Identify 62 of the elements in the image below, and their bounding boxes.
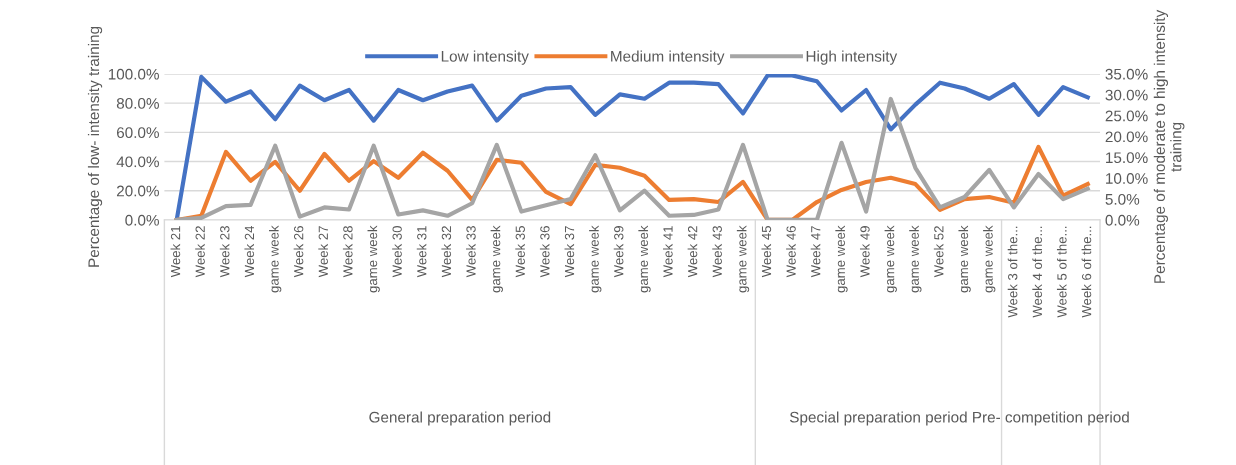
- legend-label: High intensity: [806, 50, 898, 65]
- x-tick-label: game week: [835, 225, 848, 293]
- x-tick-label: Week 43: [712, 226, 722, 278]
- y-tick-label: 20.0%: [116, 185, 159, 197]
- y2-tick-label: 25.0%: [1105, 110, 1148, 122]
- y-tick-label: 100.0%: [108, 68, 159, 80]
- x-tick-label: Week 32: [441, 226, 452, 278]
- x-tick-label: Week 30: [392, 226, 402, 278]
- y2-tick-label: 20.0%: [1105, 131, 1148, 143]
- x-tick-label: Week 23: [219, 226, 230, 278]
- y2-tick-label: 10.0%: [1106, 173, 1148, 184]
- x-tick-label: Week 3 of the...: [1007, 226, 1018, 318]
- text: General preparation period: [369, 411, 551, 426]
- x-tick-label: Week 36: [539, 226, 550, 278]
- y-tick-label: 40.0%: [116, 156, 159, 168]
- y2-axis-title: Percentage of moderate to high intensity training: [1153, 9, 1185, 283]
- x-tick-label: Week 39: [613, 226, 624, 278]
- x-tick-label: Week 21: [170, 226, 181, 278]
- x-tick-label: Week 49: [859, 226, 870, 278]
- x-tick-label: game week: [638, 225, 651, 293]
- x-tick-label: Week 4 of the...: [1032, 226, 1043, 318]
- text: Pre- competition period: [973, 411, 1129, 426]
- y2-tick-label: 0.0%: [1105, 214, 1140, 226]
- y-tick-label: 80.0%: [116, 98, 159, 109]
- y-tick-label: 0.0%: [125, 214, 159, 226]
- y2-tick-label: 15.0%: [1106, 152, 1148, 164]
- x-tick-label: game week: [367, 225, 380, 293]
- legend-label: Medium intensity: [611, 50, 725, 65]
- line-series: [174, 73, 1090, 220]
- y-tick-label: 60.0%: [116, 127, 159, 139]
- x-tick-label: Week 33: [466, 226, 476, 278]
- y-axis-title: Percentage of low- intensity training: [87, 26, 103, 267]
- x-tick-label: Week 27: [318, 226, 328, 278]
- y2-tick-label: 5.0%: [1105, 193, 1140, 205]
- x-tick-label: Week 31: [416, 226, 427, 278]
- x-tick-label: Week 52: [933, 226, 944, 278]
- x-tick-label: game week: [736, 225, 750, 293]
- x-tick-label: Week 41: [663, 226, 673, 278]
- x-tick-label: Week 22: [195, 226, 205, 278]
- x-tick-label: game week: [589, 225, 602, 293]
- y2-tick-label: 35.0%: [1105, 68, 1148, 80]
- line-series: [174, 96, 1090, 220]
- x-tick-label: game week: [884, 225, 897, 293]
- x-tick-label: game week: [490, 225, 503, 293]
- x-tick-label: Week 6 of the...: [1081, 226, 1092, 318]
- x-tick-label: Week 24: [244, 225, 255, 278]
- legend-label: Low intensity: [441, 50, 529, 65]
- x-tick-label: game week: [958, 225, 971, 293]
- x-tick-label: game week: [269, 225, 282, 293]
- x-tick-label: Week 28: [342, 226, 353, 278]
- x-tick-label: Week 26: [293, 226, 304, 278]
- x-tick-label: Week 5 of the...: [1056, 226, 1067, 318]
- x-tick-label: Week 35: [515, 226, 525, 278]
- x-tick-label: Week 42: [687, 226, 698, 278]
- x-tick-label: Week 37: [564, 226, 575, 278]
- x-tick-label: Week 45: [761, 226, 772, 278]
- x-tick-label: game week: [983, 225, 996, 293]
- x-tick-label: Week 47: [810, 226, 821, 278]
- text: Special preparation period: [789, 411, 967, 426]
- x-tick-label: game week: [909, 225, 922, 293]
- x-tick-label: Week 46: [786, 226, 796, 278]
- y2-tick-label: 30.0%: [1105, 89, 1148, 101]
